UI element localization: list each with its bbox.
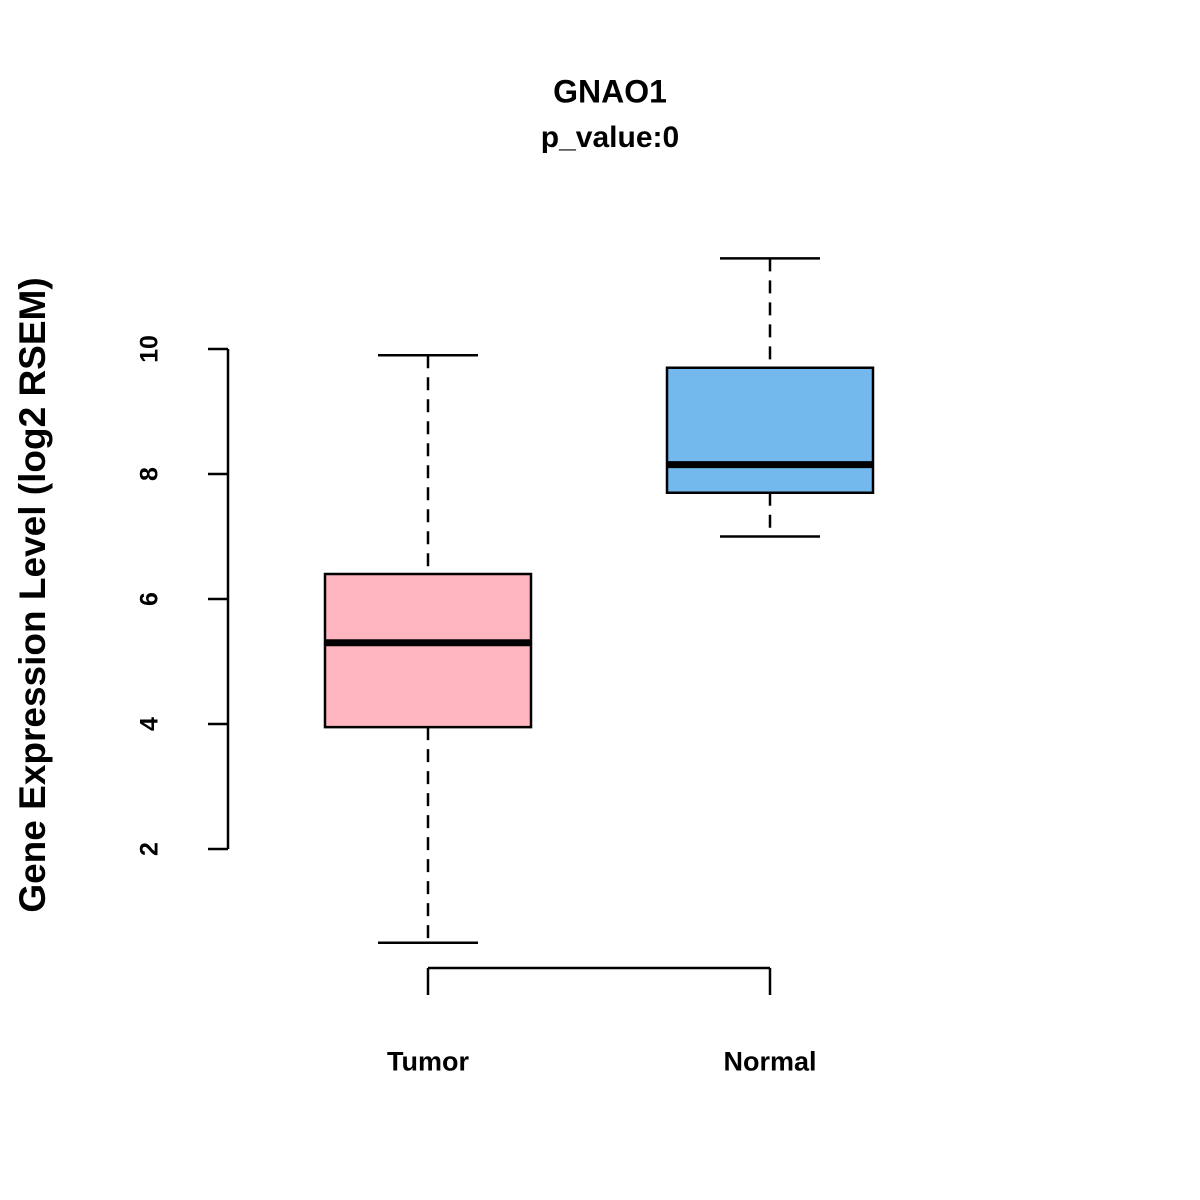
box-tumor <box>323 572 533 729</box>
chart-subtitle: p_value:0 <box>540 121 680 154</box>
category-label-normal: Normal <box>723 1046 817 1077</box>
chart-title: GNAO1 <box>553 73 667 110</box>
box-normal <box>665 366 875 494</box>
category-label-tumor: Tumor <box>387 1046 469 1077</box>
